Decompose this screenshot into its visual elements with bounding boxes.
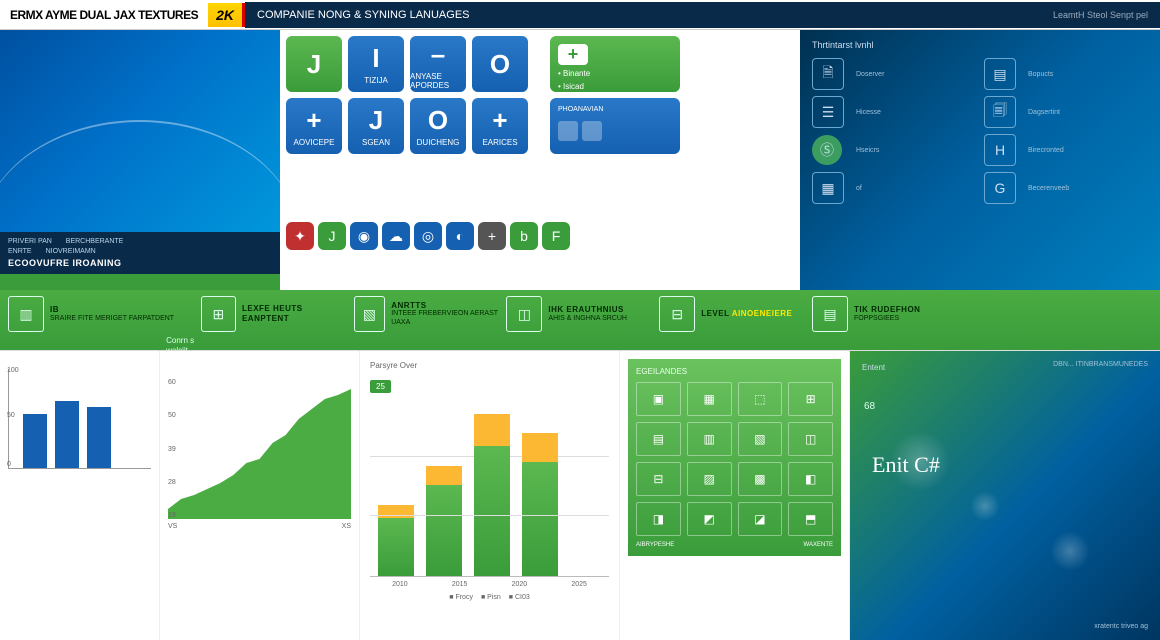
stacked-bar (378, 505, 414, 577)
panel-icon-label: of (856, 185, 976, 192)
tile[interactable]: O (472, 36, 528, 92)
panel-icon-label: Birecronted (1028, 147, 1148, 154)
icon-matrix: EGEILANDES ▣▦⬚⊞ ▤▥▧◫ ⊟▨▩◧ ◨◩◪⬒ AIBRYPESHE W… (620, 351, 850, 640)
overlay-l1a: PRIVERI PAN (8, 238, 52, 245)
matrix-label-l: AIBRYPESHE (636, 542, 674, 548)
area-chart: 6050392819 VSXS (160, 351, 360, 640)
gradient-panel: Entent DBN... ITINBRANSMUNEDES 68 Enit C… (850, 351, 1160, 640)
panel-icon-label: Bopucts (1028, 71, 1148, 78)
mini-icon[interactable]: b (510, 222, 538, 250)
tile[interactable]: +EARICES (472, 98, 528, 154)
tile[interactable]: JSGEAN (348, 98, 404, 154)
matrix-cell[interactable]: ◪ (738, 502, 783, 536)
panel-icon[interactable]: 🗎 (812, 58, 844, 90)
tile[interactable]: –ANYASE APORDES (410, 36, 466, 92)
panel-icon-label: Becerenveeb (1028, 185, 1148, 192)
mini-icon[interactable]: + (478, 222, 506, 250)
tile[interactable]: ODUICHENG (410, 98, 466, 154)
panel-icon-label: Doserver (856, 71, 976, 78)
feature-item[interactable]: ▧ANRTTS INTEEE FREBERVIEON AERAST UAXA (354, 296, 503, 332)
header-title: COMPANIE NONG & SYNING LANUAGES (245, 2, 840, 28)
chart2-badge: 25 (370, 380, 391, 393)
tile[interactable]: J (286, 36, 342, 92)
overlay-l1b: BERCHBERANTE (66, 238, 124, 245)
stacked-bar (426, 466, 462, 577)
panel-icon[interactable]: H (984, 134, 1016, 166)
card[interactable]: +• Binante• Isicad• Stocle (550, 36, 680, 92)
bar (55, 401, 79, 468)
mini-icon[interactable]: ◉ (350, 222, 378, 250)
feature-item[interactable]: ◫IHK ERAUTHNIUS AHIS & INGHNA SRCUH (506, 296, 655, 332)
overlay-strip: PRIVERI PAN BERCHBERANTE ENRTE NIOVREIMA… (0, 232, 280, 274)
stacked-bar (474, 414, 510, 577)
gradpanel-mid: 68 (864, 401, 875, 412)
matrix-cell[interactable]: ◨ (636, 502, 681, 536)
stacked-bar-chart: Parsyre Over 25 2010201520202025 FrocyPi… (360, 351, 620, 640)
card[interactable]: PHOANAVIAN (550, 98, 680, 154)
panel-icon[interactable]: ▤ (984, 58, 1016, 90)
mini-icon[interactable]: ◐ (446, 222, 474, 250)
bar (23, 414, 47, 468)
feature-item[interactable]: ▤TIK RUDEFHON FOPPSGIEES (812, 296, 1152, 332)
bar (87, 407, 111, 468)
matrix-cell[interactable]: ⬚ (738, 382, 783, 416)
matrix-cell[interactable]: ◩ (687, 502, 732, 536)
header-subtitle: LeamtH Steol Senpt pel (840, 2, 1160, 28)
gradpanel-top-r: DBN... ITINBRANSMUNEDES (1053, 361, 1148, 368)
mini-icon[interactable]: J (318, 222, 346, 250)
matrix-cell[interactable]: ⊟ (636, 462, 681, 496)
icon-panel-title: Thrtintarst lvnhl (812, 40, 1148, 50)
matrix-title: EGEILANDES (636, 367, 833, 376)
panel-icon[interactable]: G (984, 172, 1016, 204)
tile[interactable]: +AOVICEPE (286, 98, 342, 154)
mini-icon[interactable]: ☁ (382, 222, 410, 250)
feature-item[interactable]: ▥IB SRAIRE FITE MERIGET FARPATDENT (8, 296, 197, 332)
panel-icon[interactable]: ▦ (812, 172, 844, 204)
feature-item[interactable]: ⊟LEVEL AINOENEIERE (659, 296, 808, 332)
panel-icon-label: Hseicrs (856, 147, 976, 154)
matrix-cell[interactable]: ▩ (738, 462, 783, 496)
tile[interactable]: ITIZIJA (348, 36, 404, 92)
mini-icon-row: ✦J◉☁◎◐+bF (286, 222, 794, 250)
mini-icon[interactable]: ◎ (414, 222, 442, 250)
matrix-cell[interactable]: ▥ (687, 422, 732, 456)
overlay-big: ECOOVUFRE IROANING (8, 258, 272, 268)
stacked-bar (522, 433, 558, 576)
mini-icon[interactable]: ✦ (286, 222, 314, 250)
header-bar: ERMX AYME DUAL JAX TEXTURES 2K COMPANIE … (0, 0, 1160, 30)
matrix-cell[interactable]: ▣ (636, 382, 681, 416)
panel-icon[interactable]: Ⓢ (812, 135, 842, 165)
header-left-text: ERMX AYME DUAL JAX TEXTURES (0, 2, 208, 28)
chart2-title: Parsyre Over (370, 361, 609, 370)
bar-chart-1: 050100 (0, 351, 160, 640)
matrix-cell[interactable]: ▨ (687, 462, 732, 496)
header-badge: 2K (208, 3, 245, 27)
matrix-cell[interactable]: ⬒ (788, 502, 833, 536)
panel-icon[interactable]: ☰ (812, 96, 844, 128)
matrix-cell[interactable]: ⊞ (788, 382, 833, 416)
feature-item[interactable]: ⊞LEXFE HEUTS EANPTENT (201, 296, 350, 332)
gradpanel-foot: xratentc triveo ag (1094, 623, 1148, 630)
panel-icon-label: Hicesse (856, 109, 976, 116)
tiles-panel: JITIZIJA–ANYASE APORDESO+• Binante• Isic… (280, 30, 800, 290)
feature-band: ▥IB SRAIRE FITE MERIGET FARPATDENT⊞LEXFE… (0, 290, 1160, 350)
overlay-l2a: ENRTE (8, 248, 32, 255)
matrix-cell[interactable]: ▧ (738, 422, 783, 456)
matrix-cell[interactable]: ▤ (636, 422, 681, 456)
panel-icon-label: Dagsertint (1028, 109, 1148, 116)
overlay-l2b: NIOVREIMAMN (46, 248, 96, 255)
matrix-cell[interactable]: ◧ (788, 462, 833, 496)
mini-icon[interactable]: F (542, 222, 570, 250)
matrix-cell[interactable]: ◫ (788, 422, 833, 456)
matrix-cell[interactable]: ▦ (687, 382, 732, 416)
icon-panel: Thrtintarst lvnhl 🗎 Doserver ▤ Bopucts ☰ Hice… (800, 30, 1160, 290)
matrix-label-r: WAXENTE (804, 542, 833, 548)
panel-icon[interactable]: 🗐 (984, 96, 1016, 128)
